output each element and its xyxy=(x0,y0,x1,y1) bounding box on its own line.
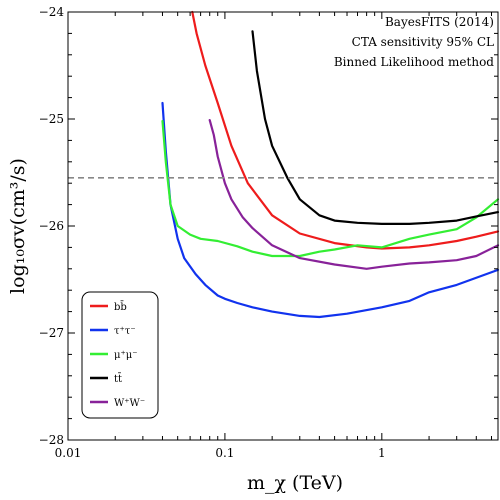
y-tick-label: −24 xyxy=(39,5,65,19)
series-layer xyxy=(161,10,500,319)
x-tick-label: 1 xyxy=(378,446,386,460)
y-ticks: −24 −25 −26 −27 −28 xyxy=(39,5,498,447)
x-axis-label: m_χ (TeV) xyxy=(247,472,343,494)
legend-label-series: μ⁺μ⁻ xyxy=(114,350,138,361)
legend-label-series: τ⁺τ⁻ xyxy=(114,326,136,337)
annotation-method: Binned Likelihood method xyxy=(334,55,494,69)
series-line-series-2 xyxy=(161,120,500,258)
legend-label-tt: tt̄ xyxy=(114,373,122,385)
x-tick-label: 0.1 xyxy=(215,446,234,460)
series-line-tt-3 xyxy=(251,30,500,225)
y-tick-label: −27 xyxy=(39,326,64,340)
y-tick-label: −25 xyxy=(39,112,64,126)
y-tick-label: −28 xyxy=(39,433,64,447)
legend-label-bb: bb̄ xyxy=(114,301,127,313)
legend: bb̄ τ⁺τ⁻ μ⁺μ⁻ tt̄ W⁺W⁻ xyxy=(81,291,159,419)
series-line-bb-0 xyxy=(191,10,500,250)
x-ticks: 0.01 0.1 1 xyxy=(55,12,493,460)
y-axis-label: log₁₀σv(cm³/s) xyxy=(7,158,29,294)
legend-items: bb̄ τ⁺τ⁻ μ⁺μ⁻ tt̄ W⁺W⁻ xyxy=(90,301,145,409)
annotation-sensitivity: CTA sensitivity 95% CL xyxy=(352,35,494,49)
series-line-w-w-4 xyxy=(208,119,500,270)
annotation-source: BayesFITS (2014) xyxy=(385,15,494,29)
legend-label-w-w: W⁺W⁻ xyxy=(114,398,145,409)
series-line-series-1 xyxy=(161,101,500,319)
y-tick-label: −26 xyxy=(39,219,64,233)
legend-box xyxy=(81,291,159,419)
x-tick-label: 0.01 xyxy=(55,446,82,460)
